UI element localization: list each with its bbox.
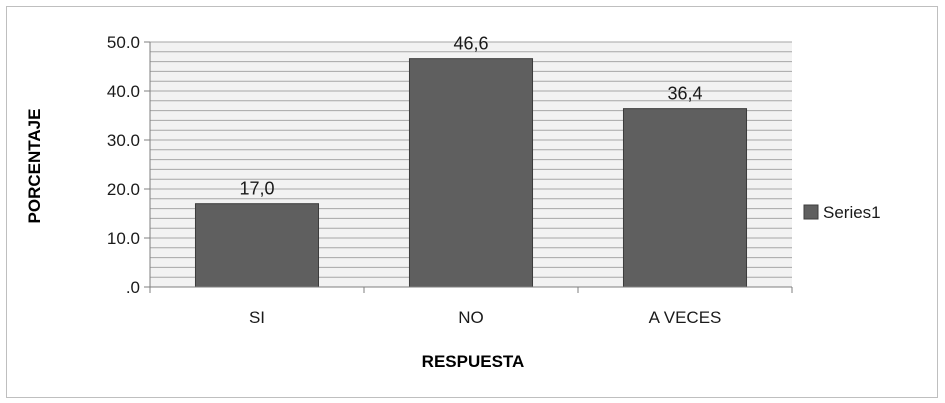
y-axis-title: PORCENTAJE [25,109,44,224]
y-tick-label: 30.0 [107,131,140,150]
bar-no [408,58,534,288]
x-tick-labels: SI NO A VECES [149,287,793,327]
data-label: 36,4 [667,84,702,104]
bar-si [194,203,320,288]
data-labels: 17,0 46,6 36,4 [239,34,702,199]
y-tick-label: 50.0 [107,33,140,52]
y-tick-label: .0 [126,278,140,297]
y-tick-labels: .0 10.0 20.0 30.0 40.0 50.0 [107,33,150,297]
bars-group [194,58,748,288]
legend-label-series1: Series1 [823,203,881,222]
y-tick-label: 10.0 [107,229,140,248]
data-label: 17,0 [239,179,274,199]
x-tick-label: A VECES [649,308,722,327]
x-tick-label: NO [458,308,484,327]
x-axis-title: RESPUESTA [422,352,525,371]
y-tick-label: 40.0 [107,82,140,101]
legend-swatch-series1 [803,204,819,220]
data-label: 46,6 [453,34,488,54]
bar-a-veces [622,108,748,288]
legend: Series1 [803,203,881,222]
y-tick-label: 20.0 [107,180,140,199]
x-tick-label: SI [249,308,265,327]
